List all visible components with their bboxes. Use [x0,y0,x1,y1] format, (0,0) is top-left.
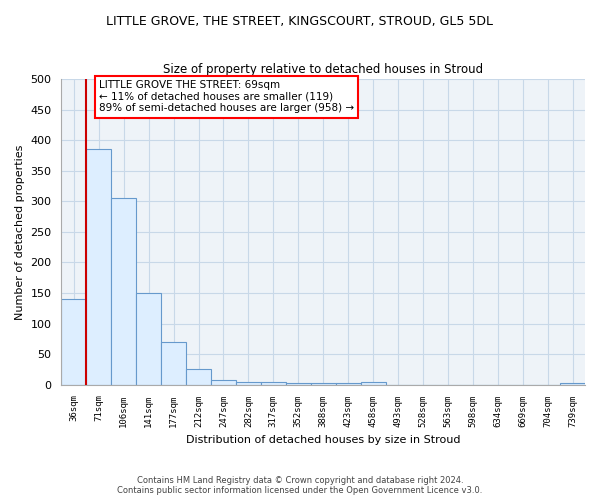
Title: Size of property relative to detached houses in Stroud: Size of property relative to detached ho… [163,64,483,76]
Text: LITTLE GROVE, THE STREET, KINGSCOURT, STROUD, GL5 5DL: LITTLE GROVE, THE STREET, KINGSCOURT, ST… [107,15,493,28]
Bar [261,382,286,384]
Bar [186,370,211,384]
Text: Contains HM Land Registry data © Crown copyright and database right 2024.
Contai: Contains HM Land Registry data © Crown c… [118,476,482,495]
Text: LITTLE GROVE THE STREET: 69sqm
← 11% of detached houses are smaller (119)
89% of: LITTLE GROVE THE STREET: 69sqm ← 11% of … [99,80,354,114]
Bar [211,380,236,384]
Bar [560,383,585,384]
Bar [161,342,186,384]
Y-axis label: Number of detached properties: Number of detached properties [15,144,25,320]
Bar [286,383,311,384]
Bar [136,293,161,384]
Bar [61,299,86,384]
Bar [361,382,386,384]
Bar [111,198,136,384]
Bar [86,150,111,384]
Bar [236,382,261,384]
X-axis label: Distribution of detached houses by size in Stroud: Distribution of detached houses by size … [186,435,460,445]
